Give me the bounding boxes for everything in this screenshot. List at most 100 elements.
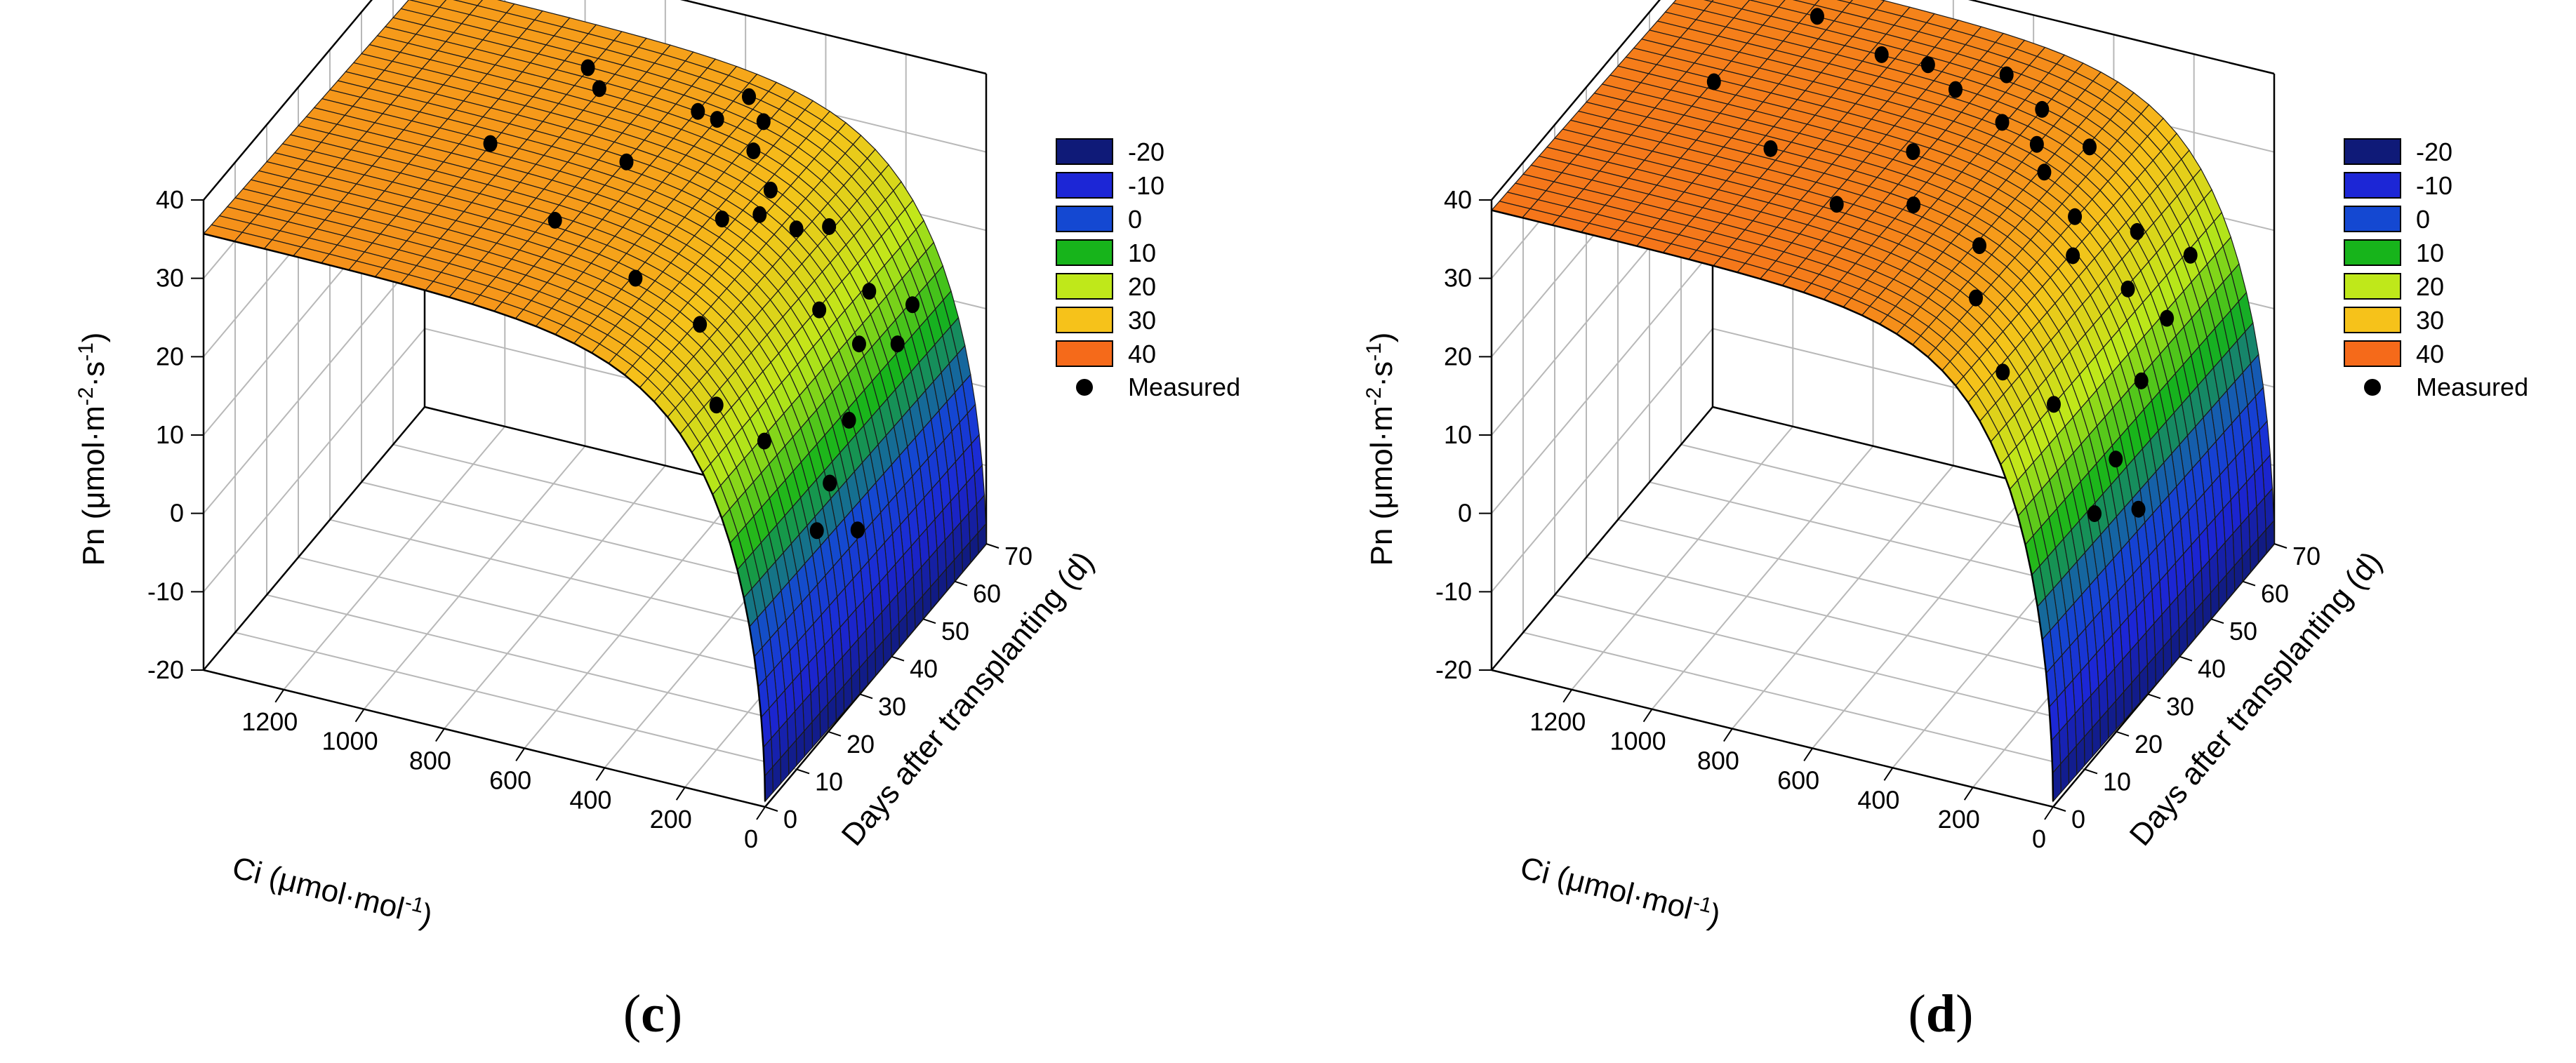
legend-label: -20: [2416, 138, 2452, 166]
floor-gridline: [1571, 426, 1794, 690]
y-tick-label: 60: [2261, 580, 2289, 608]
y-tick-mark: [891, 655, 905, 662]
legend: -20 -10 0 10 20 30 40 Measured: [2344, 138, 2528, 401]
x-tick-label: 400: [569, 785, 611, 814]
measured-point: [1999, 66, 2014, 83]
measured-point: [757, 432, 771, 450]
floor-gridline: [266, 594, 829, 733]
floor-gridline: [444, 464, 666, 730]
z-tick-label: 40: [156, 185, 184, 214]
y-tick-label: 60: [973, 580, 1001, 608]
y-tick-label: 30: [2166, 692, 2194, 721]
measured-point: [1874, 46, 1889, 63]
y-tick-label: 50: [941, 617, 969, 646]
measured-point: [823, 474, 837, 492]
legend-swatch: [1056, 138, 1113, 165]
y-tick-mark: [2147, 693, 2161, 700]
y-tick-label: 70: [1004, 542, 1033, 570]
measured-point: [1948, 81, 1963, 98]
measured-point: [809, 522, 824, 540]
measured-point: [2134, 372, 2149, 389]
legend-label: -10: [1128, 171, 1164, 200]
z-axis-title: Pn (μmol·m-2·s-1): [74, 333, 112, 566]
measured-point: [1996, 363, 2010, 381]
y-tick-label: 70: [2292, 542, 2321, 570]
y-tick-label: 30: [878, 692, 906, 721]
measured-point: [851, 335, 866, 353]
measured-point: [746, 142, 761, 160]
x-tick-mark: [2044, 806, 2054, 820]
box-edge: [679, 0, 987, 75]
x-tick-label: 800: [409, 747, 451, 775]
z-tick-label: 20: [1444, 342, 1472, 370]
legend-label: 40: [1128, 340, 1156, 368]
measured-point: [1763, 140, 1778, 157]
x-tick-label: 200: [650, 805, 692, 834]
surface-plot-d: -20-100102030400200400600800100012000102…: [1362, 0, 2528, 1043]
y-tick-label: 20: [847, 730, 875, 758]
x-tick-mark: [354, 709, 365, 723]
x-tick-mark: [1803, 747, 1813, 761]
measured-point: [842, 411, 856, 429]
measured-point: [789, 220, 804, 238]
z-tick-label: 40: [1444, 185, 1472, 214]
x-tick-mark: [515, 747, 525, 761]
x-tick-mark: [1642, 709, 1653, 723]
measured-point: [2029, 135, 2044, 153]
y-tick-mark: [985, 543, 1000, 549]
legend-marker-label: Measured: [1128, 373, 1240, 401]
measured-point: [2131, 500, 2146, 518]
y-tick-mark: [2242, 580, 2256, 587]
z-tick-label: 0: [170, 499, 184, 528]
x-tick-label: 1000: [322, 727, 378, 756]
floor-gridline: [1522, 631, 2085, 770]
x-tick-mark: [1883, 767, 1894, 781]
measured-point: [890, 335, 905, 353]
measured-point: [2083, 138, 2097, 156]
legend-swatch: [1056, 206, 1113, 232]
y-tick-label: 0: [783, 805, 797, 834]
box-edge: [1967, 0, 2275, 75]
y-tick-mark: [2210, 618, 2224, 624]
panel-label: (c): [623, 984, 682, 1043]
x-tick-mark: [435, 728, 445, 742]
y-tick-mark: [859, 693, 873, 700]
x-tick-label: 800: [1697, 747, 1739, 775]
measured-point: [2037, 163, 2052, 181]
y-tick-label: 40: [2198, 655, 2226, 683]
measured-point: [580, 59, 595, 76]
measured-point: [1995, 114, 2010, 131]
x-tick-label: 200: [1938, 805, 1980, 834]
wall-gridline: [203, 250, 425, 514]
x-tick-mark: [1562, 689, 1573, 703]
y-tick-mark: [954, 580, 968, 587]
wall-gridline: [1491, 250, 1713, 514]
measured-point: [483, 135, 498, 152]
legend-label: 20: [1128, 272, 1156, 301]
legend-swatch: [2344, 307, 2401, 333]
chart-panel-c: -20 -10 0 10 20 30 40 0 200 400 600 800 1000 1200 0 10 2…: [74, 0, 1240, 1043]
measured-point: [905, 296, 919, 314]
legend-label: 0: [2416, 205, 2430, 234]
legend-swatch: [1056, 273, 1113, 300]
x-tick-mark: [756, 806, 766, 820]
legend-label: 20: [2416, 272, 2444, 301]
y-tick-label: 10: [2103, 767, 2131, 796]
floor-gridline: [1651, 446, 1874, 710]
measured-point: [1972, 237, 1986, 255]
y-tick-mark: [2273, 543, 2288, 549]
legend-label: 10: [2416, 239, 2444, 267]
measured-point: [2120, 280, 2135, 297]
z-tick-label: 10: [156, 420, 184, 449]
x-axis-title: Ci (μmol·mol-1): [1517, 848, 1725, 932]
x-tick-mark: [1963, 787, 1974, 801]
measured-point: [693, 316, 708, 333]
z-tick-label: -20: [147, 655, 184, 684]
y-tick-mark: [2179, 655, 2193, 662]
z-tick-label: 0: [1458, 499, 1472, 528]
box-edge: [203, 406, 425, 671]
measured-points: [483, 59, 919, 540]
measured-point: [592, 80, 606, 98]
x-tick-label: 1200: [241, 707, 298, 736]
measured-point: [2160, 309, 2175, 327]
